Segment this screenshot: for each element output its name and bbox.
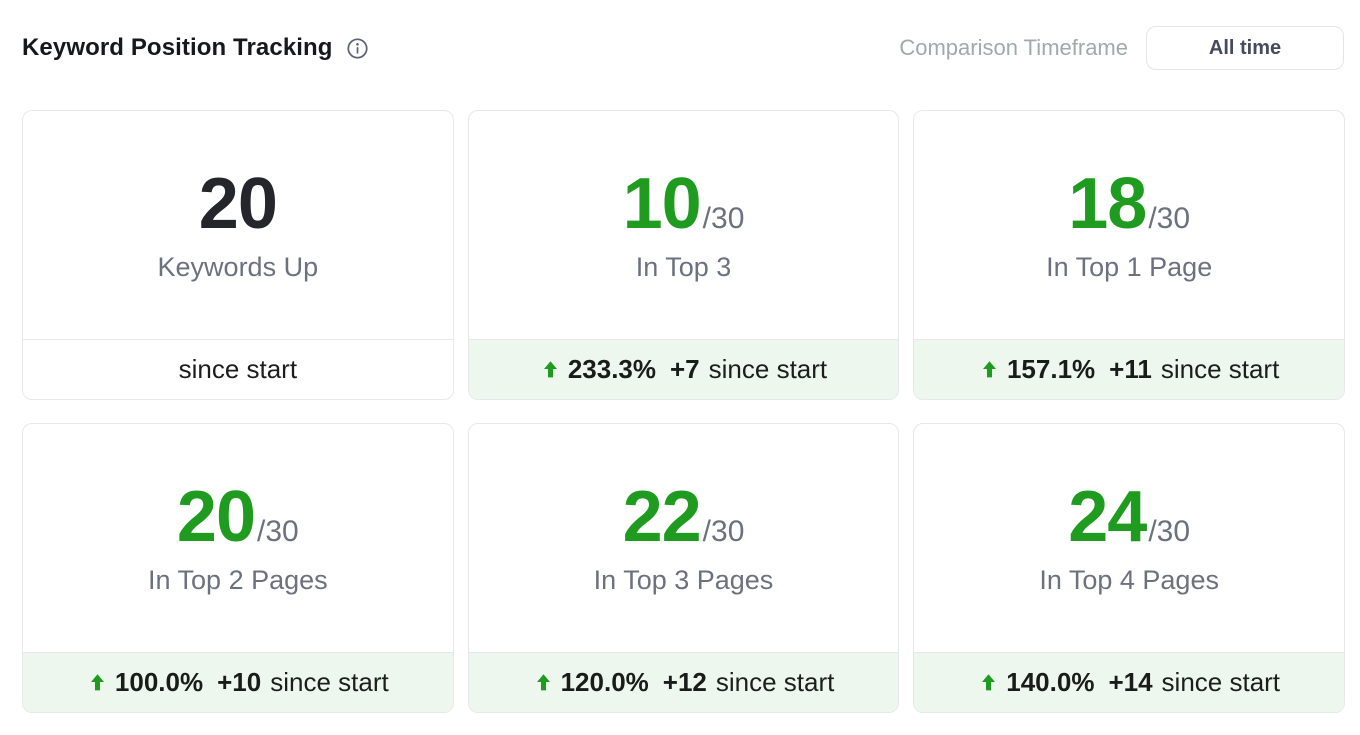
footer-delta: +7 [670,354,700,384]
footer-delta: +11 [1109,354,1152,384]
footer-delta: +12 [662,667,707,697]
up-arrow-icon [533,672,554,693]
stat-card-body: 20 Keywords Up [23,111,453,339]
stat-value: 20 [198,163,278,244]
stats-grid: 20 Keywords Up since start 10 /30 In Top… [22,110,1345,713]
stat-value-row: 20 [198,163,278,244]
stat-value: 10 [622,163,702,244]
stat-value: 20 [176,476,256,557]
stat-label: Keywords Up [157,251,319,282]
stat-card-footer: since start [23,339,453,399]
stat-card-body: 10 /30 In Top 3 [469,111,899,339]
stat-card-in-top-4-pages: 24 /30 In Top 4 Pages 140.0% +14 since s… [913,423,1345,713]
stat-value-row: 10 /30 [623,168,745,240]
stat-total: /30 [702,514,745,548]
stat-value: 24 [1068,476,1147,557]
stat-card-in-top-2-pages: 20 /30 In Top 2 Pages 100.0% +10 since s… [22,423,454,713]
stat-card-footer: 140.0% +14 since start [914,652,1344,712]
stat-card-in-top-3-pages: 22 /30 In Top 3 Pages 120.0% +12 since s… [467,423,900,713]
footer-suffix: since start [715,667,835,697]
header-title-group: Keyword Position Tracking [22,34,370,62]
footer-percent: 140.0% [1006,667,1095,697]
stat-value-row: 24 /30 [1068,481,1190,553]
up-arrow-icon [978,672,999,693]
widget-header: Keyword Position Tracking Comparison Tim… [22,26,1345,70]
stat-label: In Top 1 Page [1046,251,1213,282]
stat-card-body: 20 /30 In Top 2 Pages [23,424,453,652]
stat-label: In Top 4 Pages [1039,564,1219,595]
stat-total: /30 [1148,201,1191,235]
stat-value-row: 22 /30 [623,481,745,553]
stat-label: In Top 3 Pages [593,564,774,595]
stat-label: In Top 2 Pages [148,564,328,595]
comparison-timeframe-label: Comparison Timeframe [899,35,1128,60]
up-arrow-icon [979,359,1000,380]
stat-total: /30 [257,514,299,548]
footer-suffix: since start [270,667,389,697]
stat-card-body: 18 /30 In Top 1 Page [914,111,1344,339]
footer-suffix: since start [1161,667,1281,697]
footer-delta: +10 [217,667,262,697]
stat-card-footer: 157.1% +11 since start [914,339,1344,399]
stat-label: In Top 3 [635,251,732,282]
stat-card-in-top-1-page: 18 /30 In Top 1 Page 157.1% +11 since st… [913,110,1345,400]
up-arrow-icon [540,359,561,380]
page-title: Keyword Position Tracking [22,34,333,61]
footer-suffix: since start [1160,354,1280,384]
footer-suffix: since start [708,354,828,384]
stat-value-row: 20 /30 [177,481,299,553]
timeframe-select-button[interactable]: All time [1146,26,1344,70]
footer-percent: 100.0% [114,667,204,697]
stat-card-body: 24 /30 In Top 4 Pages [914,424,1344,652]
stat-card-footer: 233.3% +7 since start [468,339,899,399]
info-icon[interactable] [346,36,370,60]
stat-card-footer: 120.0% +12 since start [468,652,899,712]
stat-value: 18 [1068,163,1147,244]
stat-card-in-top-3: 10 /30 In Top 3 233.3% +7 since start [467,110,900,400]
footer-percent: 233.3% [567,354,656,384]
footer-text: since start [178,354,298,384]
footer-percent: 120.0% [560,667,649,697]
stat-total: /30 [702,201,745,235]
stat-card-body: 22 /30 In Top 3 Pages [469,424,899,652]
up-arrow-icon [87,672,108,693]
stat-total: /30 [1148,514,1191,548]
stat-value-row: 18 /30 [1068,168,1190,240]
stat-card-footer: 100.0% +10 since start [23,652,453,712]
footer-percent: 157.1% [1006,354,1096,384]
stat-value: 22 [622,476,702,557]
header-controls: Comparison Timeframe All time [899,26,1344,70]
footer-delta: +14 [1108,667,1153,697]
stat-card-keywords-up: 20 Keywords Up since start [22,110,454,400]
